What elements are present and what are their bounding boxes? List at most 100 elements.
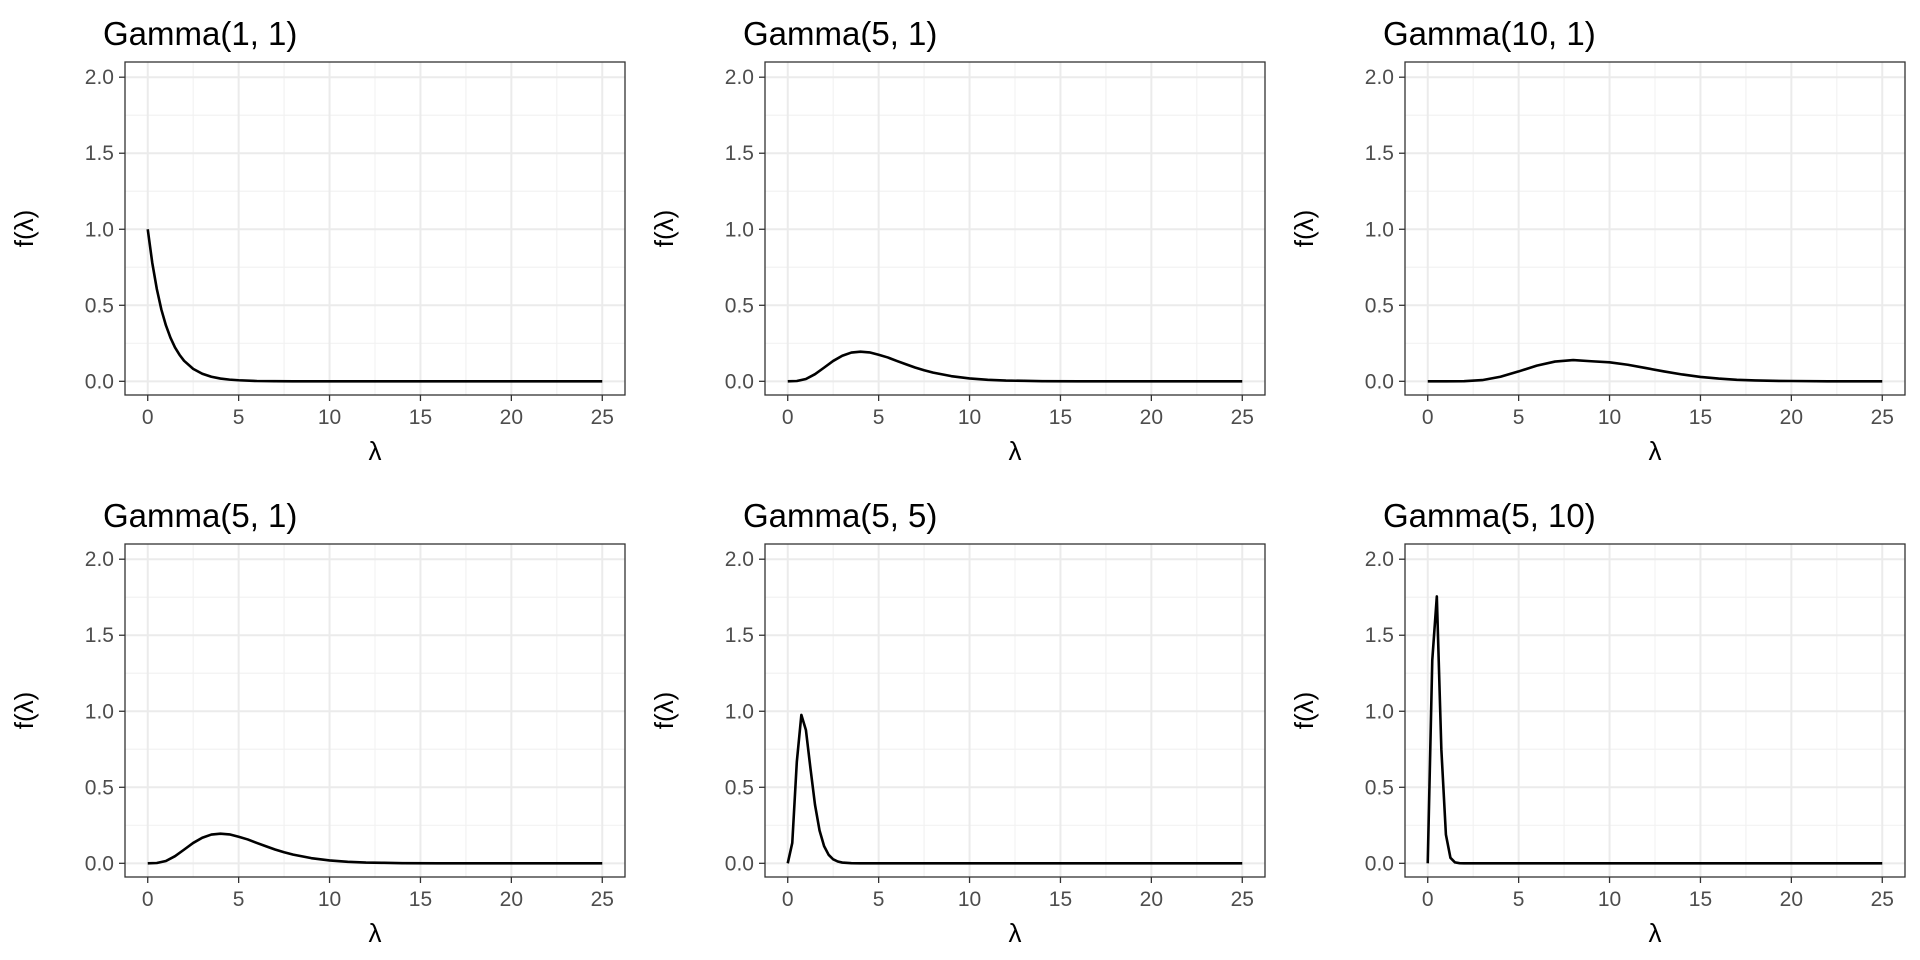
y-tick-label: 1.5 bbox=[725, 624, 754, 647]
panel-title: Gamma(5, 1) bbox=[103, 497, 297, 534]
y-axis-title: f(λ) bbox=[9, 692, 39, 730]
x-tick-label: 0 bbox=[782, 406, 794, 429]
x-tick-label: 25 bbox=[591, 888, 614, 911]
panel-border bbox=[124, 61, 626, 396]
y-tick-label: 1.0 bbox=[85, 218, 114, 241]
x-tick-label: 5 bbox=[1513, 406, 1525, 429]
y-tick-label: 2.0 bbox=[725, 548, 754, 571]
x-tick-label: 20 bbox=[1140, 406, 1163, 429]
x-tick-label: 0 bbox=[1422, 888, 1434, 911]
y-tick-label: 0.5 bbox=[725, 294, 754, 317]
x-tick-label: 15 bbox=[409, 888, 432, 911]
x-tick-label: 0 bbox=[142, 406, 154, 429]
panel-title: Gamma(1, 1) bbox=[103, 15, 297, 52]
y-axis-title: f(λ) bbox=[9, 210, 39, 248]
x-tick-label: 20 bbox=[500, 888, 523, 911]
x-tick-label: 15 bbox=[409, 406, 432, 429]
panel-border bbox=[764, 543, 1266, 878]
density-line-1 bbox=[147, 832, 603, 865]
panel-title: Gamma(10, 1) bbox=[1383, 15, 1596, 52]
y-tick-label: 0.0 bbox=[85, 852, 114, 875]
x-axis-title: λ bbox=[369, 918, 382, 948]
x-tick-label: 5 bbox=[873, 406, 885, 429]
x-tick-label: 20 bbox=[1780, 406, 1803, 429]
y-tick-label: 0.0 bbox=[1365, 370, 1394, 393]
y-tick-label: 0.0 bbox=[1365, 852, 1394, 875]
x-tick-label: 15 bbox=[1049, 888, 1072, 911]
panel-3: 0 5 10 15 20 25 0.0 0.5 1.0 1.5 2.0 Gamma(10, 1) λ f(… bbox=[1289, 15, 1906, 466]
panel-1: 0 5 10 15 20 25 0.0 0.5 1.0 1.5 2.0 Gamma(1, 1) λ f(λ… bbox=[9, 15, 626, 466]
y-tick-label: 0.5 bbox=[1365, 776, 1394, 799]
x-tick-label: 20 bbox=[500, 406, 523, 429]
x-tick-label: 0 bbox=[1422, 406, 1434, 429]
panel-border bbox=[1404, 543, 1906, 878]
x-tick-label: 10 bbox=[1598, 888, 1621, 911]
x-tick-label: 20 bbox=[1140, 888, 1163, 911]
y-tick-label: 2.0 bbox=[85, 548, 114, 571]
y-tick-label: 1.0 bbox=[725, 218, 754, 241]
x-tick-label: 15 bbox=[1689, 406, 1712, 429]
density-line-1 bbox=[146, 229, 603, 383]
y-tick-label: 0.0 bbox=[85, 370, 114, 393]
x-tick-label: 15 bbox=[1689, 888, 1712, 911]
y-tick-label: 1.5 bbox=[725, 142, 754, 165]
x-tick-label: 0 bbox=[142, 888, 154, 911]
y-tick-label: 1.0 bbox=[725, 700, 754, 723]
x-tick-label: 25 bbox=[1231, 406, 1254, 429]
y-tick-label: 2.0 bbox=[1365, 548, 1394, 571]
x-tick-label: 10 bbox=[318, 888, 341, 911]
x-tick-label: 15 bbox=[1049, 406, 1072, 429]
panel-title: Gamma(5, 1) bbox=[743, 15, 937, 52]
x-tick-label: 10 bbox=[1598, 406, 1621, 429]
x-tick-label: 5 bbox=[233, 888, 245, 911]
x-axis-title: λ bbox=[1649, 436, 1662, 466]
density-line-1 bbox=[787, 350, 1243, 383]
panel-4: 0 5 10 15 20 25 0.0 0.5 1.0 1.5 2.0 Gamma(5, 1) λ f(λ… bbox=[9, 497, 626, 948]
x-axis-title: λ bbox=[1009, 436, 1022, 466]
y-tick-label: 1.0 bbox=[1365, 700, 1394, 723]
y-tick-label: 2.0 bbox=[1365, 66, 1394, 89]
x-tick-label: 25 bbox=[1871, 406, 1894, 429]
x-tick-label: 5 bbox=[1513, 888, 1525, 911]
panel-title: Gamma(5, 10) bbox=[1383, 497, 1596, 534]
x-tick-label: 25 bbox=[1871, 888, 1894, 911]
y-tick-label: 0.0 bbox=[725, 852, 754, 875]
x-tick-label: 10 bbox=[958, 406, 981, 429]
panel-border bbox=[764, 61, 1266, 396]
x-tick-label: 25 bbox=[1231, 888, 1254, 911]
y-tick-label: 0.5 bbox=[1365, 294, 1394, 317]
panel-title: Gamma(5, 5) bbox=[743, 497, 937, 534]
y-tick-label: 0.5 bbox=[85, 776, 114, 799]
y-tick-label: 1.5 bbox=[1365, 624, 1394, 647]
density-line-1 bbox=[786, 713, 1243, 865]
x-tick-label: 5 bbox=[233, 406, 245, 429]
y-tick-label: 1.0 bbox=[1365, 218, 1394, 241]
x-axis-title: λ bbox=[369, 436, 382, 466]
y-tick-label: 1.5 bbox=[1365, 142, 1394, 165]
x-axis-title: λ bbox=[1649, 918, 1662, 948]
x-tick-label: 10 bbox=[958, 888, 981, 911]
y-axis-title: f(λ) bbox=[649, 692, 679, 730]
x-tick-label: 5 bbox=[873, 888, 885, 911]
panel-6: 0 5 10 15 20 25 0.0 0.5 1.0 1.5 2.0 Gamma(5, 10) λ f(… bbox=[1289, 497, 1906, 948]
y-axis-title: f(λ) bbox=[1289, 210, 1319, 248]
y-tick-label: 1.5 bbox=[85, 142, 114, 165]
panel-2: 0 5 10 15 20 25 0.0 0.5 1.0 1.5 2.0 Gamma(5, 1) λ f(λ… bbox=[649, 15, 1266, 466]
x-axis-title: λ bbox=[1009, 918, 1022, 948]
x-tick-label: 25 bbox=[591, 406, 614, 429]
y-tick-label: 0.5 bbox=[85, 294, 114, 317]
y-tick-label: 0.5 bbox=[725, 776, 754, 799]
density-line-1 bbox=[1427, 358, 1883, 383]
y-tick-label: 0.0 bbox=[725, 370, 754, 393]
panel-border bbox=[1404, 61, 1906, 396]
y-tick-label: 1.5 bbox=[85, 624, 114, 647]
y-axis-title: f(λ) bbox=[1289, 692, 1319, 730]
x-tick-label: 10 bbox=[318, 406, 341, 429]
y-tick-label: 2.0 bbox=[85, 66, 114, 89]
y-axis-title: f(λ) bbox=[649, 210, 679, 248]
x-tick-label: 0 bbox=[782, 888, 794, 911]
y-tick-label: 2.0 bbox=[725, 66, 754, 89]
panel-border bbox=[124, 543, 626, 878]
y-tick-label: 1.0 bbox=[85, 700, 114, 723]
